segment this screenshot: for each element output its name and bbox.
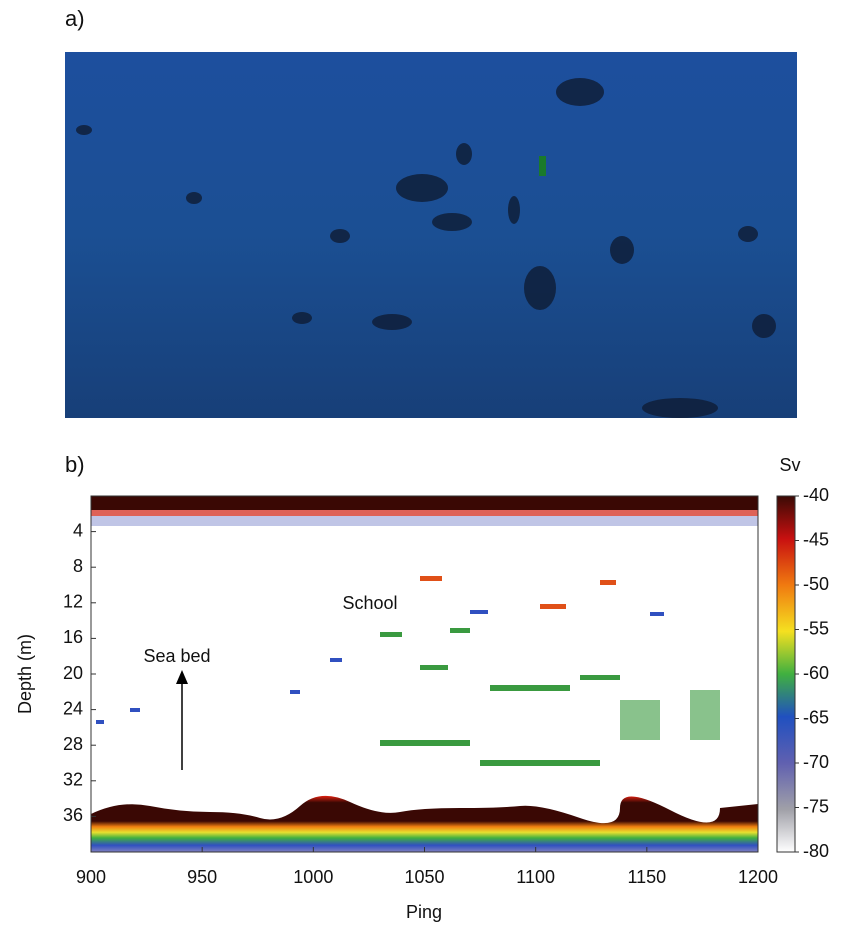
colorbar (776, 495, 796, 853)
y-tick-label: 8 (73, 556, 83, 576)
x-tick-label: 950 (187, 867, 217, 887)
colorbar-tick-label: -80 (803, 841, 829, 861)
x-tick-label: 1000 (293, 867, 333, 887)
colorbar-tick-label: -65 (803, 707, 829, 727)
x-tick-label: 1200 (738, 867, 778, 887)
y-axis-title: Depth (m) (15, 634, 35, 714)
annotation: Sea bed (143, 646, 210, 666)
x-tick-label: 1150 (627, 867, 666, 887)
colorbar-tick-label: -55 (803, 618, 829, 638)
y-tick-label: 12 (63, 592, 83, 612)
x-tick-label: 1100 (516, 867, 555, 887)
colorbar-tick-label: -70 (803, 752, 829, 772)
y-tick-label: 24 (63, 698, 83, 718)
colorbar-tick-label: -40 (803, 485, 829, 505)
x-tick-label: 1050 (404, 867, 444, 887)
y-tick-label: 32 (63, 770, 83, 790)
colorbar-label: Sv (779, 455, 800, 475)
y-tick-label: 16 (63, 627, 83, 647)
x-axis-title: Ping (406, 902, 442, 922)
colorbar-tick-label: -60 (803, 663, 829, 683)
y-tick-label: 36 (63, 805, 83, 825)
colorbar-tick-label: -75 (803, 796, 829, 816)
underwater-photo (65, 52, 797, 418)
annotation: School (342, 593, 397, 613)
y-tick-label: 20 (63, 663, 83, 683)
colorbar-tick-label: -45 (803, 529, 829, 549)
arrow-head (176, 670, 188, 684)
y-tick-label: 4 (73, 520, 83, 540)
y-tick-label: 28 (63, 734, 83, 754)
x-tick-label: 900 (76, 867, 106, 887)
echogram-texture (91, 496, 758, 852)
panel-label: b) (65, 452, 85, 477)
colorbar-tick-label: -50 (803, 574, 829, 594)
panel-label: a) (65, 6, 85, 31)
